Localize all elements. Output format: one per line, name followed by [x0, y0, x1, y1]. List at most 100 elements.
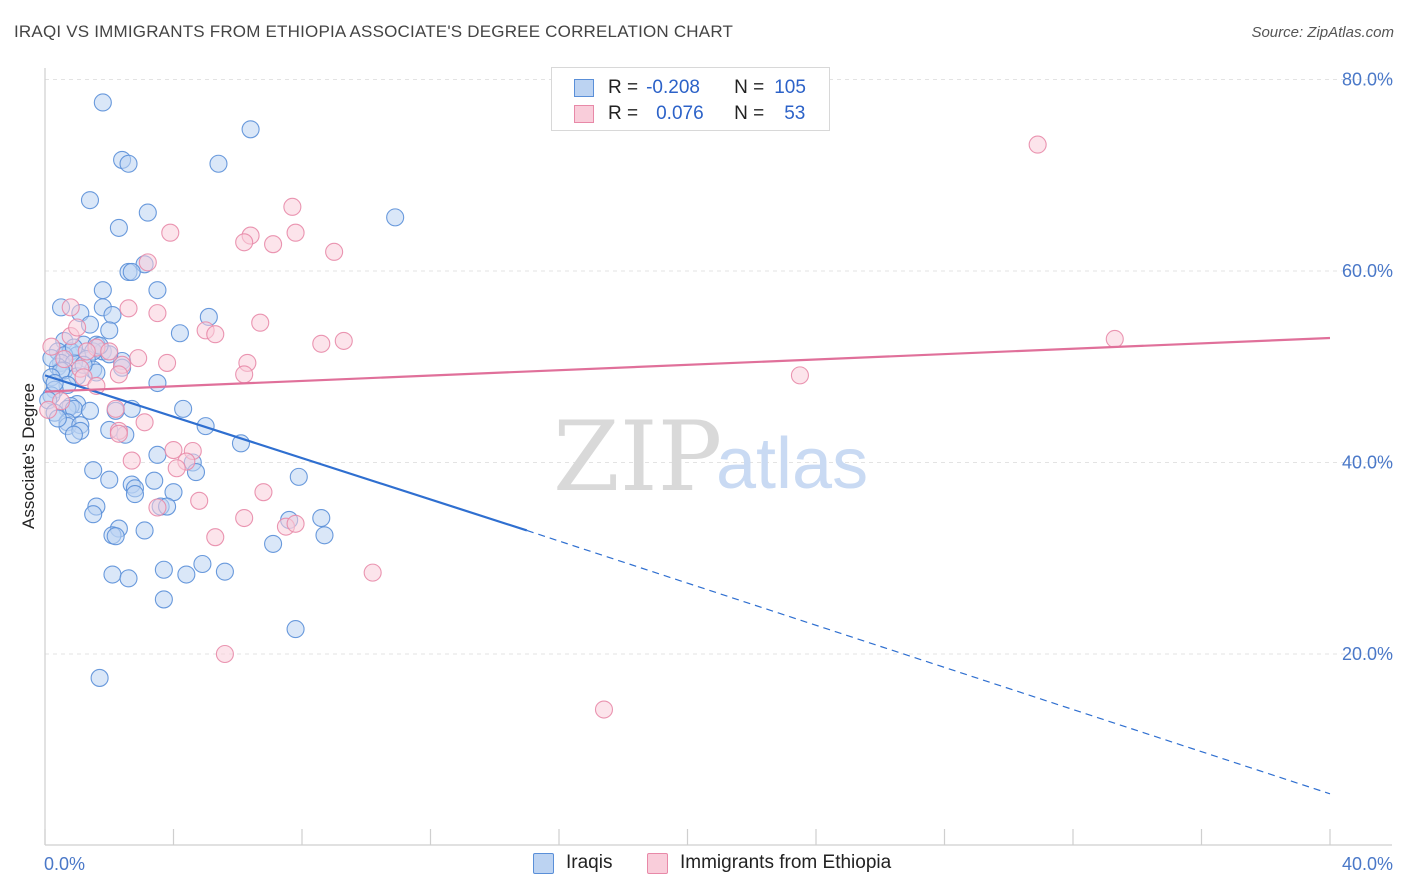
legend-swatch-ethiopia	[574, 105, 594, 123]
point-ethiopia	[39, 400, 58, 419]
point-ethiopia	[119, 299, 138, 318]
point-iraqis	[193, 554, 212, 574]
legend-n-label: N =	[734, 77, 765, 98]
point-ethiopia	[167, 459, 186, 478]
point-iraqis	[122, 262, 141, 282]
point-iraqis	[154, 560, 173, 579]
point-ethiopia	[158, 353, 177, 372]
point-iraqis	[177, 565, 196, 584]
trend-line-ethiopia	[44, 336, 1331, 393]
point-ethiopia	[363, 563, 382, 582]
point-ethiopia	[235, 233, 254, 252]
legend-n-label: N =	[734, 103, 765, 124]
axes	[44, 68, 1392, 846]
point-iraqis	[138, 203, 157, 222]
y-tick-label: 40.0%	[1342, 453, 1393, 473]
point-ethiopia	[61, 298, 80, 317]
point-iraqis	[148, 445, 167, 464]
point-ethiopia	[790, 366, 809, 385]
point-ethiopia	[148, 304, 167, 323]
point-iraqis	[145, 471, 164, 490]
legend-swatch-iraqis	[533, 852, 554, 874]
point-ethiopia	[215, 644, 234, 664]
point-iraqis	[315, 526, 334, 545]
legend-item-ethiopia[interactable]: Immigrants from Ethiopia	[647, 852, 891, 874]
point-ethiopia	[129, 349, 148, 368]
point-iraqis	[103, 565, 122, 584]
point-iraqis	[103, 305, 122, 325]
point-ethiopia	[74, 368, 93, 387]
legend-r-value: -0.208	[646, 77, 700, 98]
legend-n-value: 53	[784, 103, 806, 124]
point-ethiopia	[1105, 329, 1124, 349]
point-ethiopia	[109, 424, 128, 443]
scatter-points	[39, 93, 1124, 719]
legend-swatch-iraqis	[574, 79, 594, 97]
point-iraqis	[80, 401, 100, 420]
point-iraqis	[148, 281, 167, 300]
point-iraqis	[80, 191, 100, 210]
point-ethiopia	[109, 365, 128, 384]
source-label: Source: ZipAtlas.com	[1251, 24, 1394, 41]
point-ethiopia	[251, 313, 270, 332]
legend-r-label: R =	[608, 103, 639, 124]
point-iraqis	[264, 534, 283, 553]
point-iraqis	[106, 527, 125, 546]
point-iraqis	[84, 461, 103, 480]
trend-line-iraqis	[44, 374, 528, 532]
chart-title: IRAQI VS IMMIGRANTS FROM ETHIOPIA ASSOCI…	[14, 22, 734, 41]
legend-label-iraqis: Iraqis	[566, 852, 613, 873]
point-ethiopia	[77, 342, 96, 361]
point-ethiopia	[254, 483, 273, 502]
y-tick-label: 20.0%	[1342, 644, 1393, 664]
point-ethiopia	[164, 441, 183, 460]
series-legend: Iraqis Immigrants from Ethiopia	[0, 852, 1406, 878]
y-axis-label: Associate's Degree	[19, 383, 38, 529]
watermark-atlas: atlas	[716, 424, 868, 504]
axis-labels: 20.0% 40.0% 60.0% 80.0% 0.0% 40.0% Associate's…	[19, 70, 1393, 875]
point-iraqis	[119, 569, 138, 588]
point-ethiopia	[286, 223, 305, 242]
point-iraqis	[241, 120, 260, 139]
point-ethiopia	[148, 498, 167, 517]
y-tick-label: 60.0%	[1342, 261, 1393, 281]
point-iraqis	[386, 208, 405, 227]
legend-row-ethiopia: R = 0.076 N = 53	[574, 101, 805, 127]
point-iraqis	[135, 521, 154, 540]
point-iraqis	[109, 218, 128, 237]
point-iraqis	[170, 324, 189, 343]
point-ethiopia	[334, 331, 353, 350]
point-ethiopia	[135, 413, 154, 432]
point-ethiopia	[264, 235, 283, 254]
point-ethiopia	[122, 451, 141, 470]
trend-line-iraqis-extrapolated	[526, 529, 1331, 795]
point-ethiopia	[235, 508, 254, 528]
point-ethiopia	[1028, 135, 1047, 154]
point-iraqis	[93, 93, 112, 112]
legend-n-value: 105	[774, 77, 806, 98]
point-ethiopia	[594, 700, 614, 719]
point-ethiopia	[52, 392, 71, 411]
y-tick-label: 80.0%	[1342, 70, 1393, 90]
point-iraqis	[148, 373, 167, 393]
point-ethiopia	[235, 365, 254, 384]
point-ethiopia	[286, 514, 305, 533]
legend-item-iraqis[interactable]: Iraqis	[533, 852, 612, 874]
point-ethiopia	[325, 242, 344, 261]
point-ethiopia	[55, 350, 74, 369]
point-ethiopia	[206, 528, 225, 547]
point-iraqis	[209, 154, 228, 173]
point-ethiopia	[312, 334, 331, 353]
gridlines	[45, 79, 1392, 655]
point-iraqis	[154, 590, 173, 609]
point-iraqis	[174, 399, 193, 418]
point-ethiopia	[138, 253, 157, 272]
point-ethiopia	[42, 337, 61, 356]
point-iraqis	[312, 508, 331, 528]
point-iraqis	[84, 505, 103, 524]
watermark-zip: ZIP	[553, 401, 722, 513]
legend-r-label: R =	[608, 77, 639, 98]
point-ethiopia	[190, 491, 209, 510]
stats-legend: R = -0.208 N = 105 R = 0.076 N = 53	[551, 67, 830, 131]
